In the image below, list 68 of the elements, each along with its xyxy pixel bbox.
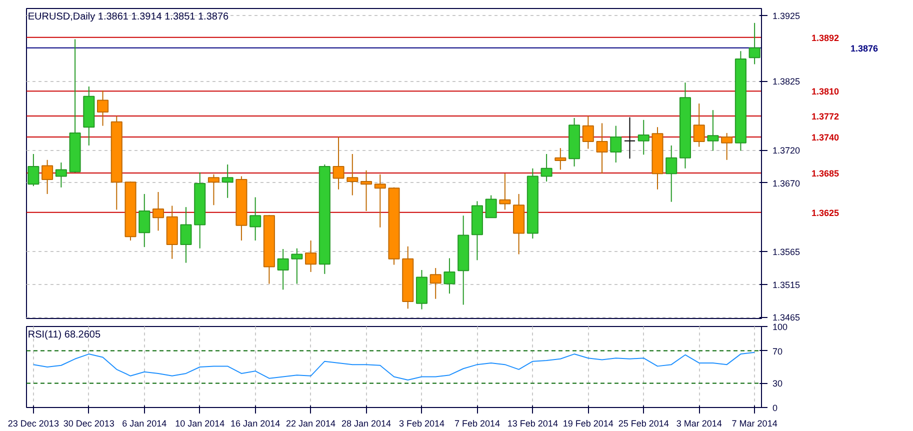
ref-line-label: 1.3772 [812,111,840,122]
ref-line-label: 1.3876 [850,43,878,54]
candlestick [152,192,164,232]
candlestick [42,159,54,194]
candlestick [638,119,650,156]
y-tick-label: 1.3720 [772,146,800,156]
y-tick-label: 0 [772,403,778,413]
x-tick-label: 28 Jan 2014 [341,418,392,428]
y-tick-label: 1.3670 [772,178,800,188]
y-tick-label: 1.3515 [772,280,800,290]
candlestick [374,174,386,228]
ref-line-label: 1.3740 [812,132,840,142]
candlestick [97,90,109,126]
x-tick-label: 7 Mar 2014 [732,418,778,428]
y-tick-label: 1.3825 [772,76,800,87]
candlestick [444,258,456,294]
candlestick [360,170,372,212]
candlestick [250,196,262,242]
candlestick [208,174,220,206]
candlestick [540,153,552,182]
candlestick [180,206,192,264]
ref-line-label: 1.3625 [812,208,840,218]
ref-line-label: 1.3685 [812,168,840,179]
x-tick-label: 30 Dec 2013 [63,418,114,428]
candlestick [485,194,497,218]
line-series [32,352,756,380]
ref-line-label: 1.3892 [812,32,840,43]
x-tick-label: 3 Feb 2014 [398,418,445,428]
candlestick [55,162,67,188]
candlestick [277,248,289,290]
candlestick [610,125,622,164]
y-tick-label: 1.3465 [772,312,800,323]
chart-title: EURUSD,Daily 1.3861 1.3914 1.3851 1.3876 [28,12,230,22]
y-tick-label: 30 [772,378,783,389]
x-tick-label: 23 Dec 2013 [8,418,59,428]
candlestick [707,110,719,152]
candlestick [554,148,566,170]
chart-title: RSI(11) 68.2605 [28,330,101,340]
ref-line-label: 1.3810 [812,86,840,97]
x-tick-label: 6 Jan 2014 [122,418,167,428]
x-tick-label: 7 Feb 2014 [454,418,500,428]
candlestick [28,153,40,187]
y-tick-label: 1.3925 [772,11,800,22]
candlestick [291,248,303,284]
y-tick-label: 100 [772,322,788,332]
candlestick [332,136,344,190]
x-tick-label: 13 Feb 2014 [507,418,558,428]
candlestick [499,173,511,210]
x-tick-label: 25 Feb 2014 [618,418,669,428]
candlestick [138,193,150,248]
y-tick-label: 1.3565 [772,247,800,258]
candlestick [596,122,608,174]
x-tick-label: 19 Feb 2014 [562,418,614,428]
candlestick [624,116,636,160]
candlestick [748,22,760,65]
candlestick [305,240,317,272]
x-tick-label: 16 Jan 2014 [230,418,280,428]
x-tick-label: 10 Jan 2014 [175,418,225,428]
candlestick [666,144,678,202]
candlestick [693,103,705,148]
candlestick [721,132,733,160]
x-tick-label: 22 Jan 2014 [286,418,336,428]
candlestick [430,268,442,300]
candlestick [222,164,234,198]
candlestick [582,115,594,150]
candlestick [346,153,358,196]
x-tick-label: 3 Mar 2014 [676,418,722,428]
y-tick-label: 70 [772,346,783,356]
